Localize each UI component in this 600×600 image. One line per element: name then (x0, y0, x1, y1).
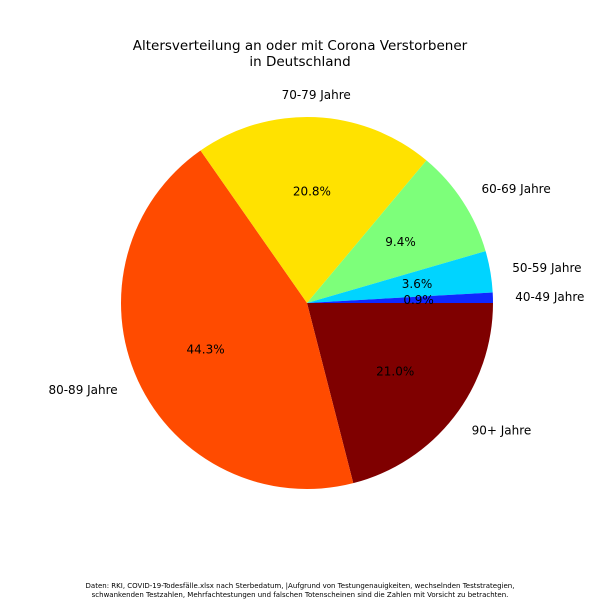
pie-slice-80-89-jahre (120, 150, 354, 490)
pie-slice-50-59-jahre (307, 251, 493, 303)
slice-pct-40-49-jahre: 0.9% (403, 293, 434, 307)
slice-label-70-79-jahre: 70-79 Jahre (282, 88, 351, 102)
slice-pct-50-59-jahre: 3.6% (402, 277, 433, 291)
chart-title-line-2: in Deutschland (249, 54, 351, 70)
slice-label-90-jahre: 90+ Jahre (472, 424, 532, 438)
chart-title-line-1: Altersverteilung an oder mit Corona Vers… (132, 38, 468, 54)
slice-label-60-69-jahre: 60-69 Jahre (482, 182, 551, 196)
slice-pct-80-89-jahre: 44.3% (187, 343, 225, 357)
pie-slice-60-69-jahre (307, 160, 486, 303)
slice-label-50-59-jahre: 50-59 Jahre (512, 261, 581, 275)
footnote: Daten: RKI, COVID-19-Todesfälle.xlsx nac… (0, 582, 600, 599)
slice-label-40-49-jahre: 40-49 Jahre (515, 290, 584, 304)
chart-title: Altersverteilung an oder mit Corona Vers… (0, 38, 600, 70)
footnote-line-2: schwankenden Testzahlen, Mehrfachtestung… (91, 590, 509, 599)
slice-pct-60-69-jahre: 9.4% (385, 235, 416, 249)
pie-slice-40-49-jahre (307, 292, 493, 303)
slice-pct-90-jahre: 21.0% (376, 364, 414, 378)
slice-label-80-89-jahre: 80-89 Jahre (48, 383, 117, 397)
pie-slice-90-jahre (307, 303, 494, 484)
footnote-line-1: Daten: RKI, COVID-19-Todesfälle.xlsx nac… (85, 582, 515, 590)
pie-slice-70-79-jahre (200, 117, 427, 303)
slice-pct-70-79-jahre: 20.8% (293, 185, 331, 199)
